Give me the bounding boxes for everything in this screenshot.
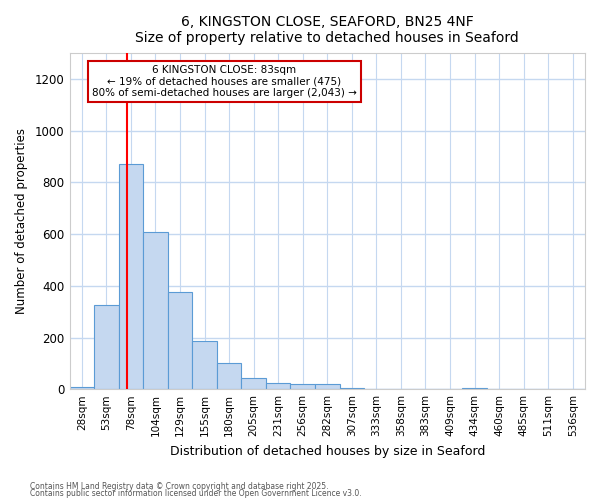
Bar xyxy=(70,386,94,389)
Bar xyxy=(315,384,340,389)
Bar xyxy=(241,378,266,389)
Bar xyxy=(192,342,217,389)
X-axis label: Distribution of detached houses by size in Seaford: Distribution of detached houses by size … xyxy=(170,444,485,458)
Text: Contains public sector information licensed under the Open Government Licence v3: Contains public sector information licen… xyxy=(30,490,362,498)
Text: 6 KINGSTON CLOSE: 83sqm
← 19% of detached houses are smaller (475)
80% of semi-d: 6 KINGSTON CLOSE: 83sqm ← 19% of detache… xyxy=(92,65,356,98)
Bar xyxy=(290,384,315,389)
Bar xyxy=(143,232,168,389)
Y-axis label: Number of detached properties: Number of detached properties xyxy=(15,128,28,314)
Bar xyxy=(119,164,143,389)
Title: 6, KINGSTON CLOSE, SEAFORD, BN25 4NF
Size of property relative to detached house: 6, KINGSTON CLOSE, SEAFORD, BN25 4NF Siz… xyxy=(136,15,519,45)
Bar xyxy=(266,382,290,389)
Bar xyxy=(462,388,487,389)
Bar xyxy=(94,305,119,389)
Bar xyxy=(217,364,241,389)
Text: Contains HM Land Registry data © Crown copyright and database right 2025.: Contains HM Land Registry data © Crown c… xyxy=(30,482,329,491)
Bar xyxy=(340,388,364,389)
Bar xyxy=(168,292,192,389)
